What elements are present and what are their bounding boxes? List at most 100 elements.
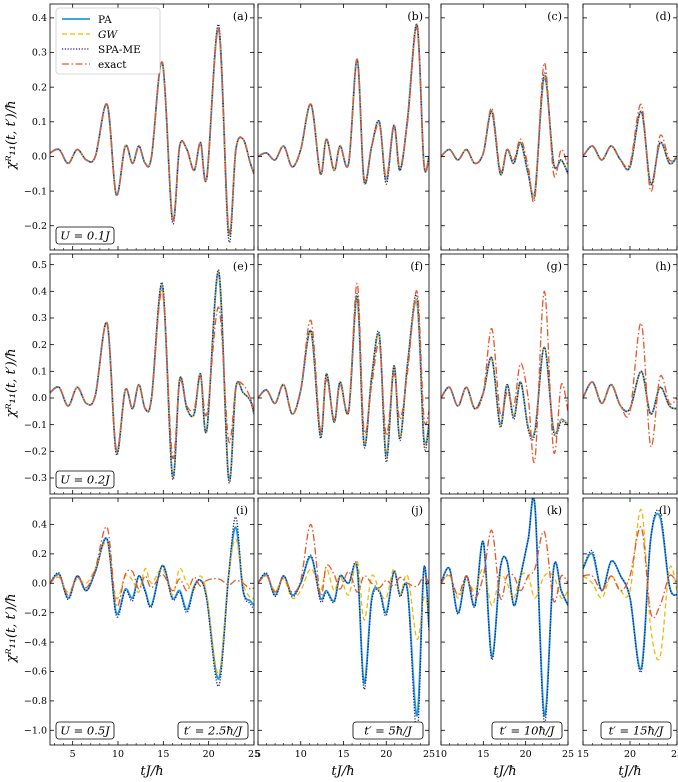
x-tick-label: 10 xyxy=(435,749,447,760)
series-spame-line xyxy=(583,110,677,185)
series-spame-line xyxy=(441,346,568,441)
x-tick-label: 20 xyxy=(380,749,392,760)
panel-j: 5 10 15 20 25 (j) t′ = 5ħ/J xyxy=(255,497,435,760)
y-tick-label: 0.0 xyxy=(32,152,47,163)
x-tick-label: 5 xyxy=(70,749,76,760)
series-gw-line xyxy=(441,76,568,198)
panel-frame xyxy=(257,253,430,495)
panel-label: (f) xyxy=(410,260,423,273)
series-exact-line xyxy=(441,290,568,464)
y-tick-label: 0.2 xyxy=(32,82,47,93)
panel-frame xyxy=(440,497,569,746)
y-tick-label: 0.2 xyxy=(32,340,47,351)
x-tick-label: 15 xyxy=(157,749,169,760)
series-exact-line xyxy=(583,526,677,619)
panel-frame xyxy=(582,253,678,495)
series-pa-line xyxy=(50,526,254,680)
series-exact-line xyxy=(258,282,429,436)
tprime-box xyxy=(491,721,563,740)
series-spame-line xyxy=(441,72,568,201)
y-tick-label: 0.1 xyxy=(32,117,47,128)
series-exact-line xyxy=(50,27,254,233)
series-pa-line xyxy=(50,271,254,482)
y-tick-label: −0.8 xyxy=(24,696,47,707)
y-tick-label: 0.0 xyxy=(32,578,47,589)
y-tick-label: −0.6 xyxy=(24,667,47,678)
y-tick-label: 0.3 xyxy=(32,48,47,59)
series-exact-line xyxy=(583,103,677,192)
interaction-label: U = 0.2J xyxy=(60,473,111,487)
interaction-box xyxy=(55,470,115,489)
y-tick-label: 0.2 xyxy=(32,549,47,560)
panel-l: 15 20 25 (l) t′ = 15ħ/J xyxy=(577,497,678,760)
y-tick-label: 0.4 xyxy=(32,287,47,298)
tprime-label: t′ = 2.5ħ/J xyxy=(184,724,244,738)
panel-frame xyxy=(440,3,569,251)
series-gw-line xyxy=(258,296,429,458)
panel-k: 10 15 20 25 (k) t′ = 10ħ/J xyxy=(435,497,574,760)
series-gw-line xyxy=(258,560,429,640)
y-tick-label: −0.2 xyxy=(24,221,47,232)
x-axis-label-col-1: tJ/ħ xyxy=(140,764,163,779)
panel-g: (g) xyxy=(440,253,569,495)
series-gw-line xyxy=(583,110,677,185)
series-spame-line xyxy=(258,554,429,734)
panel-grid: −0.2 −0.1 0.0 0.1 0.2 0.3 0.4 (a) U = 0.1J (b) (c)… xyxy=(24,3,678,760)
x-tick-label: 20 xyxy=(520,749,532,760)
panel-a: −0.2 −0.1 0.0 0.1 0.2 0.3 0.4 (a) U = 0.1J xyxy=(24,3,255,251)
x-tick-label: 25 xyxy=(671,749,678,760)
panel-label: (b) xyxy=(407,10,423,23)
panel-frame xyxy=(49,497,255,746)
series-exact-line xyxy=(441,529,568,603)
series-spame-line xyxy=(583,509,677,673)
panel-f: (f) xyxy=(257,253,430,495)
x-tick-label: 20 xyxy=(624,749,636,760)
series-exact-line xyxy=(441,62,568,203)
y-tick-label: −0.1 xyxy=(24,186,47,197)
x-axis-label-col-4: tJ/ħ xyxy=(618,764,641,779)
legend-entry-label: SPA-ME xyxy=(98,44,141,56)
x-tick-label: 10 xyxy=(295,749,307,760)
x-tick-label: 15 xyxy=(577,749,589,760)
y-tick-label: −0.1 xyxy=(24,420,47,431)
legend-frame xyxy=(55,7,161,75)
panel-label: (a) xyxy=(233,10,248,23)
x-tick-label: 10 xyxy=(112,749,124,760)
y-tick-label: −0.2 xyxy=(24,608,47,619)
panel-frame xyxy=(49,253,255,495)
series-gw-line xyxy=(50,538,254,676)
x-axis-label-col-3: tJ/ħ xyxy=(493,764,516,779)
y-axis-label-row-3: χᴿ₁₁(t, t′)/ħ xyxy=(4,593,19,663)
y-tick-label: 0.3 xyxy=(32,313,47,324)
tprime-box xyxy=(600,721,672,740)
y-tick-label: 0.5 xyxy=(32,260,47,271)
y-tick-label: 0.0 xyxy=(32,393,47,404)
y-tick-label: −0.4 xyxy=(24,637,47,648)
y-tick-label: 0.4 xyxy=(32,13,47,24)
series-spame-line xyxy=(50,24,254,244)
y-tick-label: −1.0 xyxy=(24,725,47,736)
legend-entry-label: PA xyxy=(98,14,112,26)
legend-entry-label: GW xyxy=(98,29,118,41)
panel-label: (g) xyxy=(546,260,562,273)
series-pa-line xyxy=(583,110,677,186)
interaction-label: U = 0.1J xyxy=(60,229,111,243)
tprime-label: t′ = 5ħ/J xyxy=(364,724,413,738)
tprime-box xyxy=(177,721,249,740)
series-pa-line xyxy=(441,75,568,198)
series-exact-line xyxy=(583,322,677,448)
panel-d: (d) xyxy=(582,3,678,251)
panel-h: (h) xyxy=(582,253,678,495)
panel-label: (k) xyxy=(547,504,562,517)
y-axis-label-row-2: χᴿ₁₁(t, t′)/ħ xyxy=(4,348,19,418)
interaction-box xyxy=(55,226,115,245)
series-spame-line xyxy=(441,498,568,724)
interaction-box xyxy=(55,721,115,740)
x-tick-label: 20 xyxy=(203,749,215,760)
series-spame-line xyxy=(258,293,429,463)
panel-b: (b) xyxy=(257,3,430,251)
series-spame-line xyxy=(50,269,254,484)
series-pa-line xyxy=(258,295,429,458)
y-tick-label: −0.3 xyxy=(24,473,47,484)
y-tick-label: 0.4 xyxy=(32,520,47,531)
